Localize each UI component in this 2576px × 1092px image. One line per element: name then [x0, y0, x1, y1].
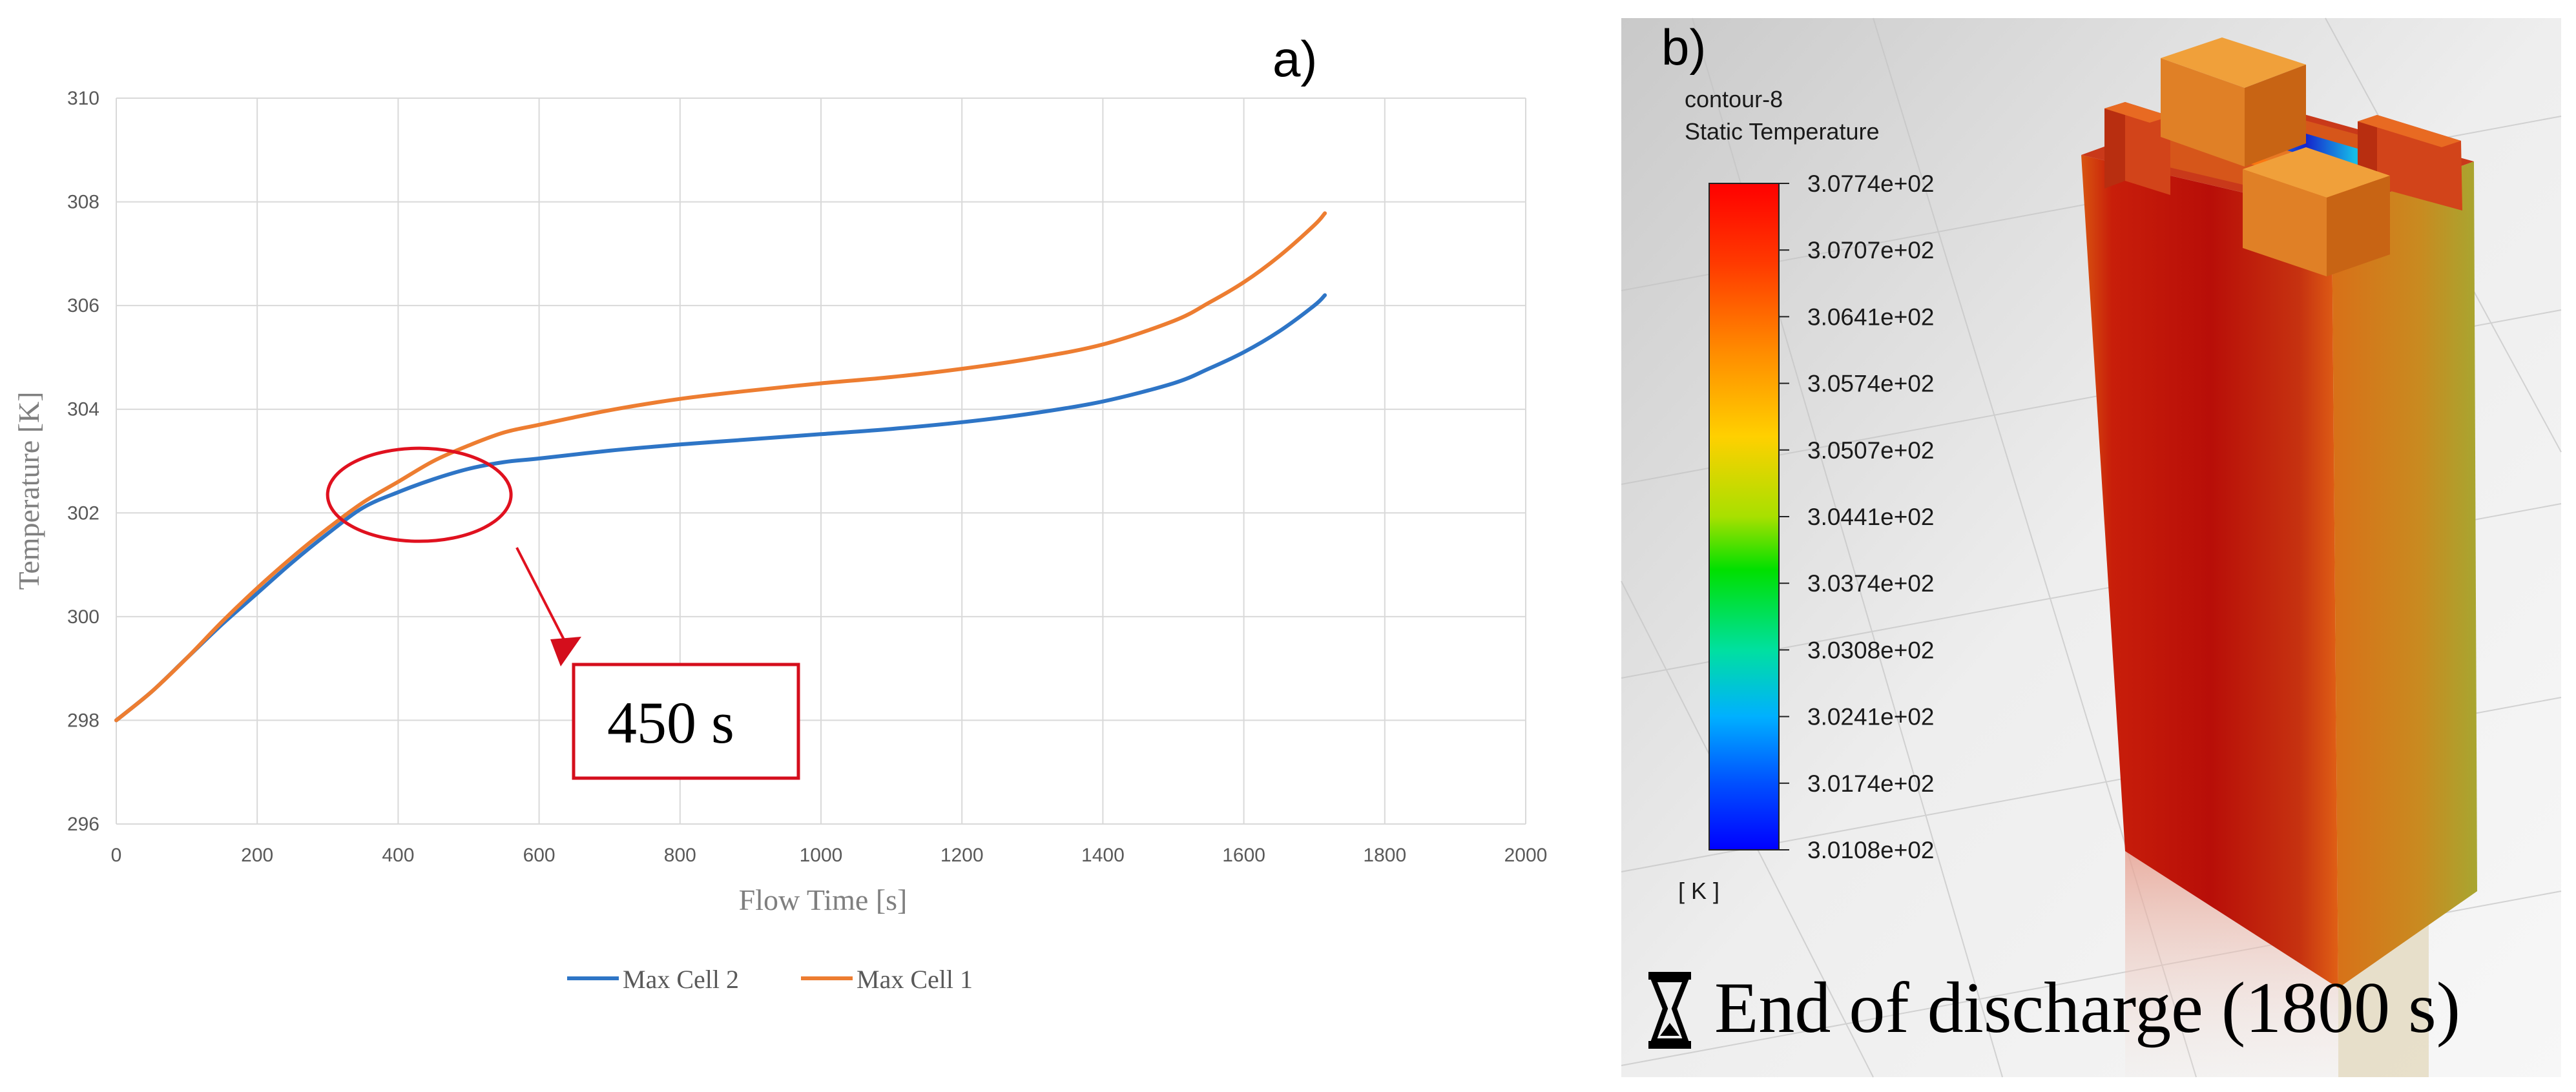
colorbar-tick-label: 3.0441e+02 [1807, 504, 1935, 530]
colorbar-title-line2: Static Temperature [1685, 118, 1879, 145]
y-tick-label: 296 [67, 814, 99, 835]
colorbar-tick-label: 3.0574e+02 [1807, 371, 1935, 397]
colorbar-tick-label: 3.0374e+02 [1807, 570, 1935, 597]
hourglass-icon [1648, 972, 1691, 1049]
colorbar-unit: [ K ] [1678, 878, 1719, 904]
x-tick-label: 600 [523, 845, 556, 866]
x-tick-label: 200 [241, 845, 273, 866]
x-tick-label: 1400 [1081, 845, 1125, 866]
chart-gridlines [116, 98, 1526, 825]
line-chart: 296 298 300 302 304 306 308 310 0 200 400 600 800 10… [12, 30, 1547, 994]
x-axis-title: Flow Time [s] [739, 883, 908, 916]
series-line-max-cell-2 [114, 293, 1327, 723]
colorbar-tick-label: 3.0241e+02 [1807, 704, 1935, 730]
colorbar-tick-label: 3.0507e+02 [1807, 437, 1935, 464]
colorbar-tick-label: 3.0641e+02 [1807, 304, 1935, 330]
x-axis-ticks: 0 200 400 600 800 1000 1200 1400 1600 1800 2000 [111, 845, 1548, 866]
y-tick-label: 304 [67, 399, 99, 420]
colorbar [1709, 183, 1780, 850]
chart-series [114, 211, 1327, 723]
colorbar-tick-label: 3.0707e+02 [1807, 237, 1935, 263]
y-tick-label: 300 [67, 606, 99, 628]
battery-front-face [2081, 155, 2338, 988]
annotation-text: 450 s [607, 690, 734, 756]
colorbar-title-line1: contour-8 [1685, 86, 1783, 112]
annotation-arrow-line [515, 547, 570, 649]
y-axis-title: Temperature [K] [12, 391, 45, 590]
y-tick-label: 298 [67, 710, 99, 731]
annotation-box [572, 663, 800, 780]
x-tick-label: 400 [382, 845, 414, 866]
colorbar-tick-label: 3.0308e+02 [1807, 637, 1935, 663]
contour-render: b) contour-8 Static Temperature 3.0774e+… [1621, 17, 2562, 1078]
y-tick-label: 306 [67, 295, 99, 316]
legend-label-max-cell-2: Max Cell 2 [623, 965, 739, 994]
caption-text: End of discharge (1800 s) [1714, 968, 2460, 1048]
legend-label-max-cell-1: Max Cell 1 [857, 965, 973, 994]
x-tick-label: 1600 [1222, 845, 1265, 866]
colorbar-labels: 3.0774e+02 3.0707e+02 3.0641e+02 3.0574e+02… [1779, 170, 1935, 863]
x-tick-label: 1000 [800, 845, 843, 866]
y-tick-label: 308 [67, 192, 99, 213]
colorbar-tick-label: 3.0774e+02 [1807, 170, 1935, 197]
battery-side-face [2332, 161, 2477, 988]
annotation-arrowhead [550, 637, 581, 666]
x-tick-label: 0 [111, 845, 122, 866]
battery-terminal-left-tab [2104, 102, 2170, 195]
colorbar-tick-label: 3.0174e+02 [1807, 770, 1935, 797]
x-tick-label: 800 [664, 845, 696, 866]
panel-a-label: a) [1272, 30, 1317, 87]
battery-terminal-negative [2243, 147, 2390, 276]
x-tick-label: 1800 [1363, 845, 1406, 866]
x-tick-label: 2000 [1504, 845, 1548, 866]
battery-terminal-positive [2161, 37, 2306, 167]
battery-reflection [2125, 851, 2338, 1077]
panel-b-label: b) [1661, 19, 1706, 76]
x-tick-label: 1200 [940, 845, 984, 866]
y-tick-label: 310 [67, 88, 99, 109]
series-line-max-cell-1 [114, 211, 1327, 723]
colorbar-tick-label: 3.0108e+02 [1807, 837, 1935, 863]
y-axis-ticks: 296 298 300 302 304 306 308 310 [67, 88, 99, 835]
annotation-circle [326, 446, 513, 543]
battery-reflection-side [2338, 904, 2429, 1077]
y-tick-label: 302 [67, 502, 99, 524]
